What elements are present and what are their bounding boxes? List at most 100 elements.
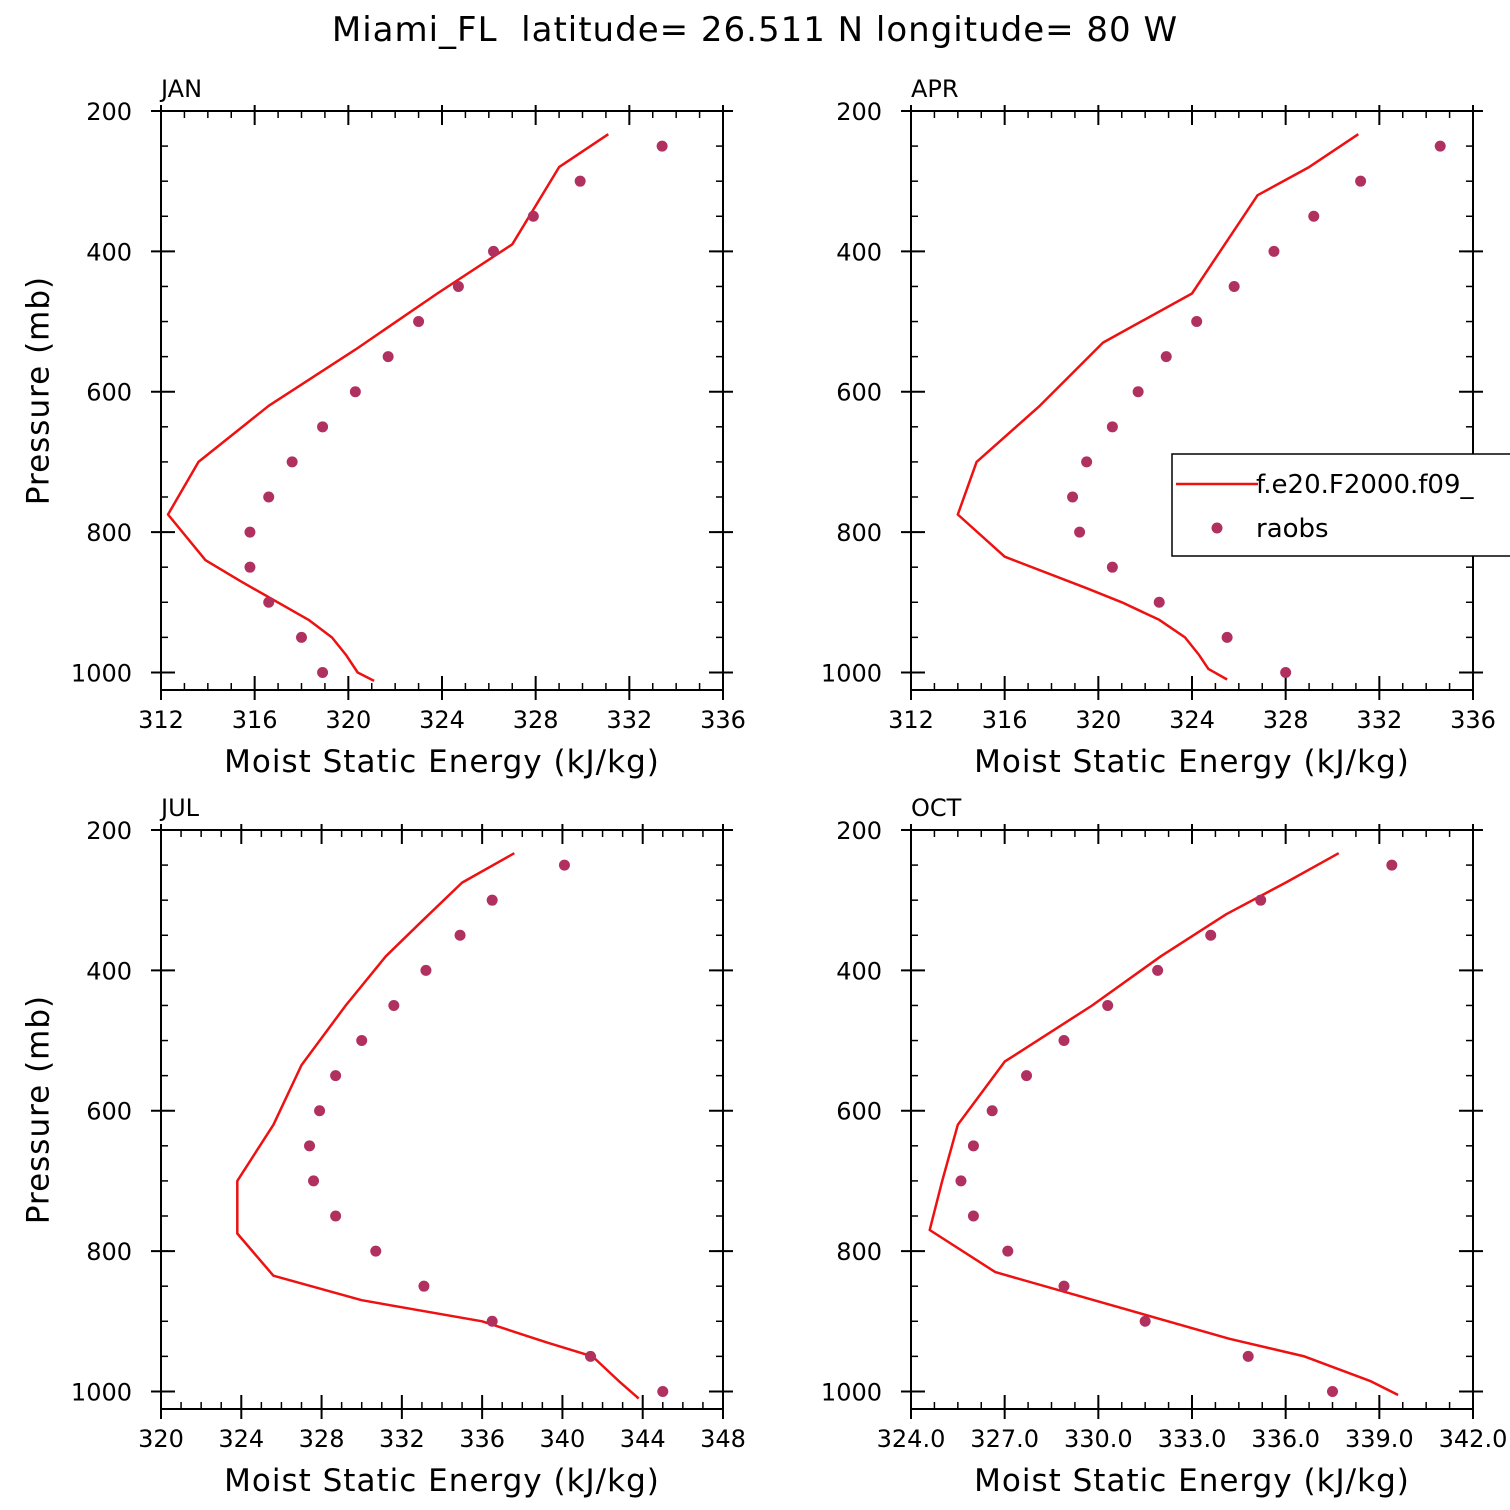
data-point-raobs: [1067, 491, 1079, 503]
data-point-raobs: [418, 1280, 430, 1292]
data-point-raobs: [1160, 351, 1172, 363]
plot-frame: [160, 110, 724, 691]
chart-panel-jul: JUL 320 324 328 332 336 340 344 348 200 400 600 800 1…: [21, 794, 746, 1499]
y-tick-label: 1000: [71, 659, 132, 687]
data-point-raobs: [1153, 596, 1165, 608]
data-point-raobs: [356, 1035, 368, 1047]
data-point-raobs: [1021, 1070, 1033, 1082]
panel-label: OCT: [911, 794, 962, 822]
y-tick-label: 1000: [821, 1378, 882, 1406]
series-line-model: [956, 133, 1359, 681]
data-point-raobs: [558, 859, 570, 871]
x-axis-label: Moist Static Energy (kJ/kg): [974, 1463, 1410, 1499]
y-tick-label: 600: [836, 1098, 882, 1126]
data-point-raobs: [1308, 210, 1320, 222]
y-tick-label: 400: [86, 957, 132, 985]
legend-point-swatch: [1211, 522, 1223, 534]
y-tick-label: 400: [836, 957, 882, 985]
x-tick-label: 328: [513, 706, 559, 734]
x-tick-label: 336: [700, 706, 746, 734]
x-tick-label: 332: [379, 1425, 425, 1453]
x-tick-label: 328: [1263, 706, 1309, 734]
y-tick-label: 200: [86, 817, 132, 845]
data-point-raobs: [1205, 929, 1217, 941]
data-point-raobs: [1242, 1350, 1254, 1362]
x-tick-label: 332: [1356, 706, 1402, 734]
data-point-raobs: [244, 526, 256, 538]
data-point-raobs: [1152, 964, 1164, 976]
chart-panel-apr: APR 312 316 320 324 328 332 336 200 400 600 800 1000…: [821, 75, 1510, 780]
data-point-raobs: [308, 1175, 320, 1187]
data-point-raobs: [486, 894, 498, 906]
x-tick-label: 336.0: [1251, 1425, 1320, 1453]
y-tick-label: 400: [86, 238, 132, 266]
x-tick-label: 320: [138, 1425, 184, 1453]
series-line-model: [166, 133, 609, 683]
x-tick-label: 312: [888, 706, 934, 734]
x-tick-label: 316: [982, 706, 1028, 734]
data-point-raobs: [486, 1315, 498, 1327]
data-point-raobs: [1102, 999, 1114, 1011]
plot-frame: [910, 110, 1474, 691]
legend: f.e20.F2000.f09_raobs: [1171, 453, 1510, 557]
panel-label: JUL: [159, 794, 200, 822]
x-tick-label: 330.0: [1064, 1425, 1133, 1453]
data-point-raobs: [1191, 316, 1203, 328]
data-point-raobs: [263, 491, 275, 503]
x-tick-label: 333.0: [1158, 1425, 1227, 1453]
data-point-raobs: [317, 666, 329, 678]
data-point-raobs: [656, 140, 668, 152]
data-point-raobs: [244, 561, 256, 573]
x-tick-label: 312: [138, 706, 184, 734]
x-tick-label: 324: [1169, 706, 1215, 734]
data-point-raobs: [585, 1350, 597, 1362]
data-point-raobs: [382, 351, 394, 363]
x-tick-label: 324: [218, 1425, 264, 1453]
x-axis-label: Moist Static Energy (kJ/kg): [974, 744, 1410, 780]
data-point-raobs: [1255, 894, 1267, 906]
series-line-model: [236, 852, 640, 1400]
legend-label: f.e20.F2000.f09_: [1256, 470, 1474, 500]
data-point-raobs: [296, 631, 307, 643]
data-point-raobs: [1002, 1245, 1014, 1257]
data-point-raobs: [488, 245, 500, 257]
data-point-raobs: [420, 964, 432, 976]
legend-box: [1171, 453, 1510, 557]
chart-panel-jan: JAN 312 316 320 324 328 332 336 200 400 600 800 1000…: [21, 75, 746, 780]
data-point-raobs: [1355, 175, 1367, 187]
x-tick-label: 328: [299, 1425, 345, 1453]
data-point-raobs: [370, 1245, 382, 1257]
data-point-raobs: [1386, 859, 1398, 871]
x-tick-label: 332: [606, 706, 652, 734]
series-line-model: [928, 852, 1399, 1397]
data-point-raobs: [1280, 666, 1292, 678]
y-tick-label: 800: [86, 519, 132, 547]
data-point-raobs: [1228, 280, 1240, 292]
x-tick-label: 344: [620, 1425, 666, 1453]
data-point-raobs: [330, 1210, 342, 1222]
data-point-raobs: [1434, 140, 1446, 152]
data-point-raobs: [413, 316, 425, 328]
y-tick-label: 800: [836, 519, 882, 547]
y-tick-label: 1000: [821, 659, 882, 687]
x-tick-label: 339.0: [1345, 1425, 1414, 1453]
y-tick-label: 200: [86, 98, 132, 126]
y-tick-label: 800: [86, 1238, 132, 1266]
plot-frame: [160, 829, 724, 1410]
data-point-raobs: [1106, 561, 1118, 573]
data-point-raobs: [349, 386, 361, 398]
x-tick-label: 324: [419, 706, 465, 734]
panel-label: APR: [911, 75, 959, 103]
data-point-raobs: [452, 280, 464, 292]
x-tick-label: 348: [700, 1425, 746, 1453]
data-point-raobs: [1106, 421, 1118, 433]
plot-frame: [910, 829, 1474, 1410]
data-point-raobs: [330, 1070, 342, 1082]
x-tick-label: 336: [459, 1425, 505, 1453]
data-point-raobs: [967, 1210, 979, 1222]
data-point-raobs: [388, 999, 400, 1011]
data-point-raobs: [1074, 526, 1086, 538]
data-point-raobs: [527, 210, 539, 222]
data-point-raobs: [955, 1175, 967, 1187]
